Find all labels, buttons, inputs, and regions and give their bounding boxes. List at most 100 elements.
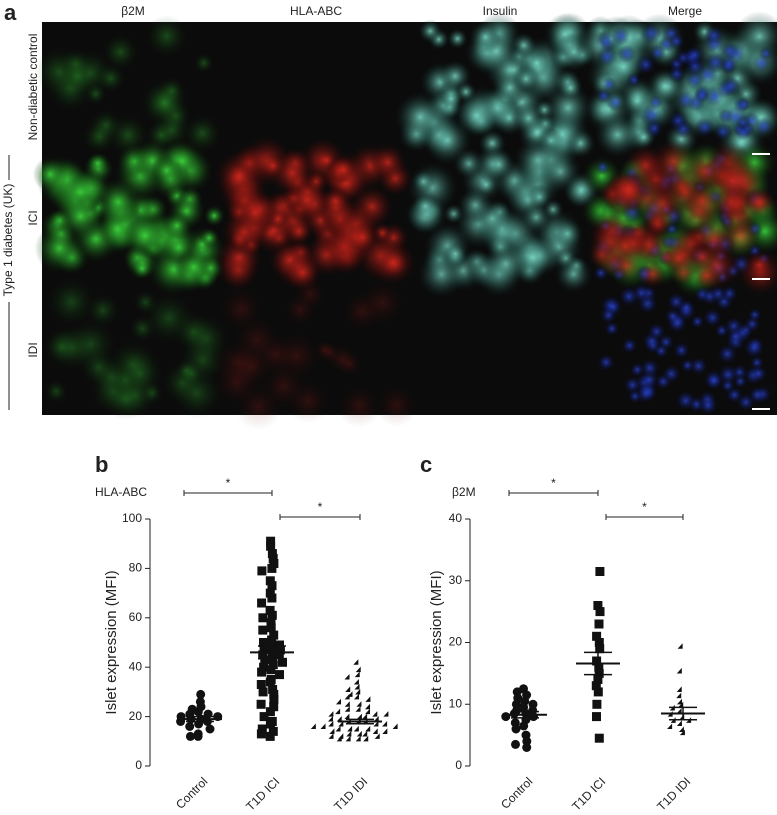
column-label: Merge <box>668 4 702 18</box>
data-point <box>265 719 275 729</box>
data-point <box>265 707 275 717</box>
data-point <box>344 701 350 707</box>
data-point <box>511 739 520 749</box>
cell <box>212 357 262 407</box>
data-point <box>511 724 521 734</box>
cell <box>203 205 225 227</box>
data-point <box>328 721 334 727</box>
significance-label: * <box>551 476 556 490</box>
cell <box>663 243 694 274</box>
data-point <box>196 689 206 699</box>
cell <box>676 90 696 110</box>
data-point <box>335 708 341 715</box>
cell <box>667 32 686 50</box>
cell <box>554 255 593 293</box>
data-point <box>338 733 344 739</box>
row-label: ICI <box>26 210 40 225</box>
cell <box>702 307 723 328</box>
cell <box>337 383 382 428</box>
data-point <box>344 713 350 720</box>
cell <box>328 154 359 185</box>
column-label: HLA-ABC <box>290 4 342 18</box>
data-point <box>594 619 604 629</box>
cell <box>746 252 773 278</box>
cell <box>283 292 318 327</box>
cell <box>131 258 153 279</box>
cell <box>285 378 331 424</box>
cell <box>704 25 724 45</box>
data-point <box>594 733 604 743</box>
cell <box>743 336 765 359</box>
y-tick-label: 40 <box>129 659 143 673</box>
cell <box>717 364 739 386</box>
cell <box>326 343 358 375</box>
y-tick-label: 10 <box>449 696 463 710</box>
data-point <box>592 631 602 641</box>
cell <box>457 187 494 224</box>
cell <box>65 319 117 370</box>
data-point <box>345 686 351 692</box>
data-point <box>679 729 685 736</box>
panel-letter: a <box>4 0 17 25</box>
cell <box>640 22 662 44</box>
data-point <box>267 610 277 620</box>
cell <box>597 353 615 372</box>
data-point <box>205 724 215 734</box>
cell <box>621 337 638 354</box>
row-label: IDI <box>26 342 40 357</box>
cell <box>604 225 647 267</box>
y-tick-label: 20 <box>449 635 463 649</box>
cell <box>346 221 379 254</box>
cell <box>218 286 265 333</box>
cell <box>34 223 84 273</box>
data-point <box>267 549 277 559</box>
cell <box>599 306 618 325</box>
data-point <box>257 667 267 677</box>
data-point <box>344 674 350 680</box>
data-point <box>501 712 511 722</box>
cell <box>231 188 280 237</box>
cell <box>720 42 739 61</box>
cell <box>551 217 584 250</box>
data-point <box>383 711 389 717</box>
data-point <box>336 716 342 722</box>
data-point <box>372 728 378 734</box>
data-point <box>336 698 342 705</box>
group-label: Type 1 diabetes (UK) <box>1 184 15 297</box>
data-point <box>269 702 279 712</box>
data-point <box>353 725 359 732</box>
x-tick-label: T1D ICI <box>243 774 282 813</box>
cell <box>594 159 611 176</box>
data-point <box>269 694 279 704</box>
x-tick-label: Control <box>498 774 535 811</box>
data-point <box>676 686 682 692</box>
data-point <box>365 696 371 702</box>
data-point <box>257 724 267 734</box>
data-point <box>594 662 604 672</box>
cell <box>636 292 659 315</box>
cell <box>59 57 96 95</box>
data-point <box>266 618 276 628</box>
cell <box>617 44 637 64</box>
y-tick-label: 0 <box>455 758 462 772</box>
micrographs <box>32 11 777 431</box>
data-point <box>344 693 350 700</box>
cell <box>162 210 192 241</box>
data-point <box>595 567 605 576</box>
cell <box>285 217 313 246</box>
cell <box>690 314 705 329</box>
column-label: β2M <box>121 4 145 18</box>
cell <box>752 53 771 73</box>
cell <box>601 76 617 92</box>
data-point <box>266 536 276 546</box>
data-point <box>328 716 334 722</box>
data-point <box>268 726 278 736</box>
cell <box>511 101 546 136</box>
cell <box>418 19 442 43</box>
data-point <box>265 576 275 586</box>
data-point <box>258 613 268 623</box>
data-point <box>275 645 285 655</box>
data-point <box>355 666 361 673</box>
cell <box>604 320 620 337</box>
